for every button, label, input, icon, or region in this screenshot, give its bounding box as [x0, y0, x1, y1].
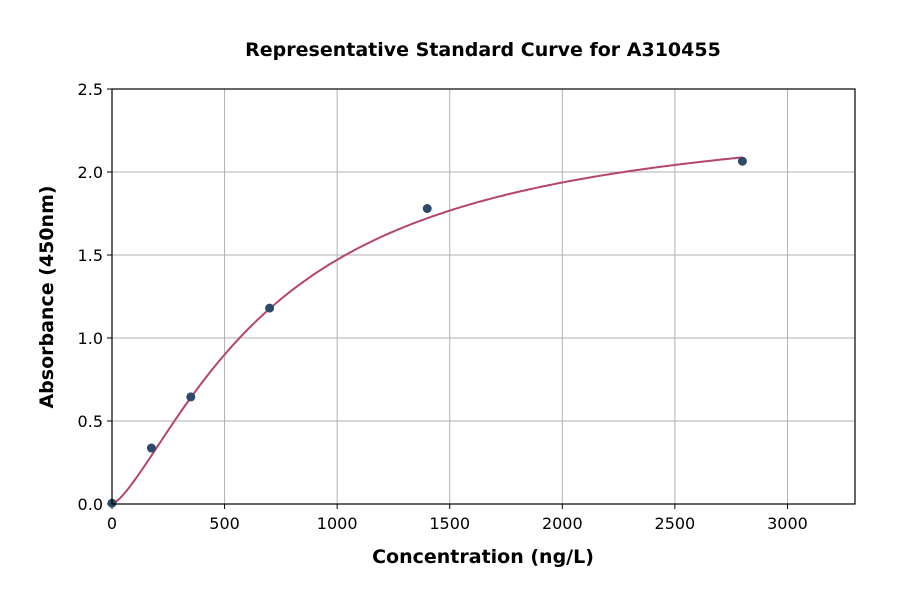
y-tick-label: 0.0 [78, 495, 103, 514]
x-tick-label: 2500 [655, 514, 696, 533]
data-point [422, 204, 432, 214]
x-tick-label: 0 [107, 514, 117, 533]
chart-title: Representative Standard Curve for A31045… [245, 39, 721, 61]
x-tick-label: 3000 [767, 514, 808, 533]
x-tick-label: 2000 [542, 514, 583, 533]
data-point [737, 156, 747, 166]
y-tick-label: 1.5 [78, 246, 103, 265]
x-tick-label: 1500 [429, 514, 470, 533]
y-tick-label: 2.0 [78, 163, 103, 182]
fit-curve [111, 156, 743, 505]
data-point [146, 443, 156, 453]
data-point [265, 303, 275, 313]
y-tick-label: 0.5 [78, 412, 103, 431]
x-tick-label: 500 [209, 514, 240, 533]
y-tick-label: 2.5 [78, 80, 103, 99]
x-tick-label: 1000 [317, 514, 358, 533]
y-axis-label: Absorbance (450nm) [36, 185, 58, 408]
y-tick-label: 1.0 [78, 329, 103, 348]
x-axis-label: Concentration (ng/L) [372, 546, 594, 568]
plot-frame [111, 88, 856, 505]
data-point [186, 392, 196, 402]
